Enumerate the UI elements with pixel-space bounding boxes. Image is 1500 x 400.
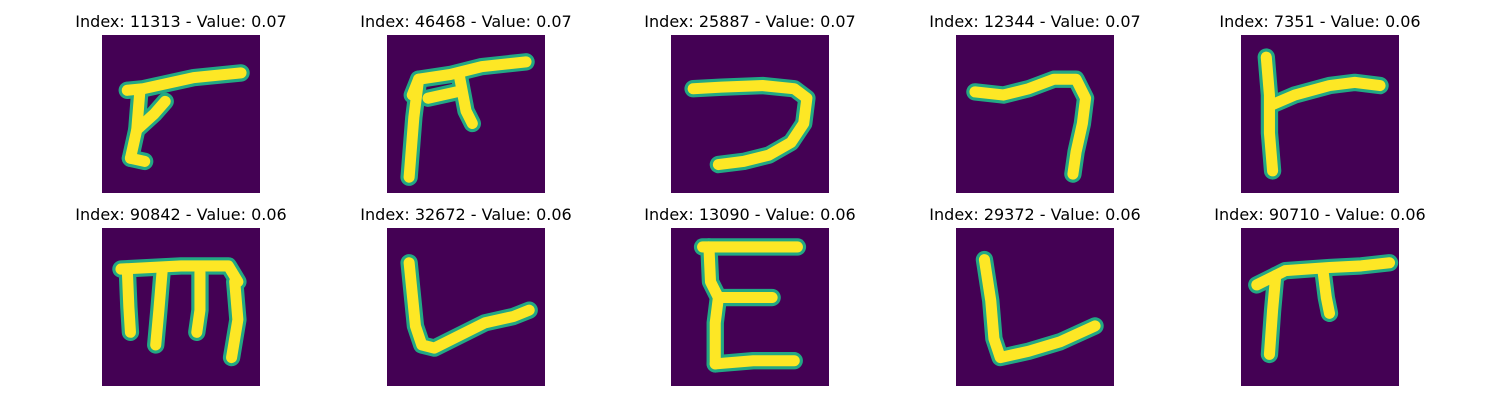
- handwritten-character-image: [693, 238, 807, 373]
- handwritten-character-image: [400, 53, 535, 186]
- panel-title: Index: 32672 - Value: 0.06: [360, 205, 572, 224]
- character-image-panel: [956, 35, 1114, 193]
- character-image-panel: [1241, 228, 1399, 386]
- character-image-panel: [102, 228, 260, 386]
- handwritten-character-image: [975, 250, 1104, 367]
- stroke-core: [124, 152, 151, 167]
- character-image-panel: [102, 35, 260, 193]
- stroke-core: [1267, 76, 1386, 111]
- stroke-core: [969, 73, 1092, 180]
- character-image-panel: [671, 228, 829, 386]
- handwritten-character-image: [118, 64, 250, 171]
- panel-title: Index: 7351 - Value: 0.06: [1219, 12, 1421, 31]
- stroke-core: [1263, 269, 1282, 360]
- handwritten-character-image: [684, 76, 816, 174]
- stroke-core: [1317, 266, 1336, 319]
- stroke-core: [403, 257, 535, 354]
- stroke-core: [115, 260, 244, 288]
- stroke-core: [422, 86, 463, 104]
- character-image-panel: [387, 228, 545, 386]
- stroke-core: [709, 355, 800, 370]
- stroke-core: [191, 266, 206, 338]
- panel-title: Index: 11313 - Value: 0.07: [75, 12, 287, 31]
- panel-title: Index: 25887 - Value: 0.07: [644, 12, 856, 31]
- stroke-core: [687, 80, 813, 171]
- stroke-core: [978, 254, 1101, 364]
- handwritten-character-image: [1257, 48, 1389, 180]
- character-image-panel: [387, 35, 545, 193]
- character-image-panel: [671, 35, 829, 193]
- panel-title: Index: 12344 - Value: 0.07: [929, 12, 1141, 31]
- panel-title: Index: 13090 - Value: 0.06: [644, 205, 856, 224]
- stroke-core: [454, 72, 478, 130]
- stroke-core: [150, 266, 168, 351]
- stroke-core: [403, 73, 425, 183]
- panel-title: Index: 90842 - Value: 0.06: [75, 205, 287, 224]
- handwritten-character-image: [1248, 254, 1399, 364]
- stroke-edge: [684, 76, 816, 174]
- panel-title: Index: 90710 - Value: 0.06: [1214, 205, 1426, 224]
- character-image-panel: [1241, 35, 1399, 193]
- handwritten-character-image: [966, 70, 1095, 183]
- stroke-core: [131, 95, 171, 136]
- stroke-core: [121, 263, 136, 338]
- stroke-core: [226, 276, 244, 364]
- handwritten-character-image: [400, 254, 538, 357]
- stroke-core: [1260, 51, 1279, 177]
- panel-title: Index: 46468 - Value: 0.07: [360, 12, 572, 31]
- character-image-panel: [956, 228, 1114, 386]
- panel-title: Index: 29372 - Value: 0.06: [929, 205, 1141, 224]
- handwritten-character-image: [112, 257, 247, 367]
